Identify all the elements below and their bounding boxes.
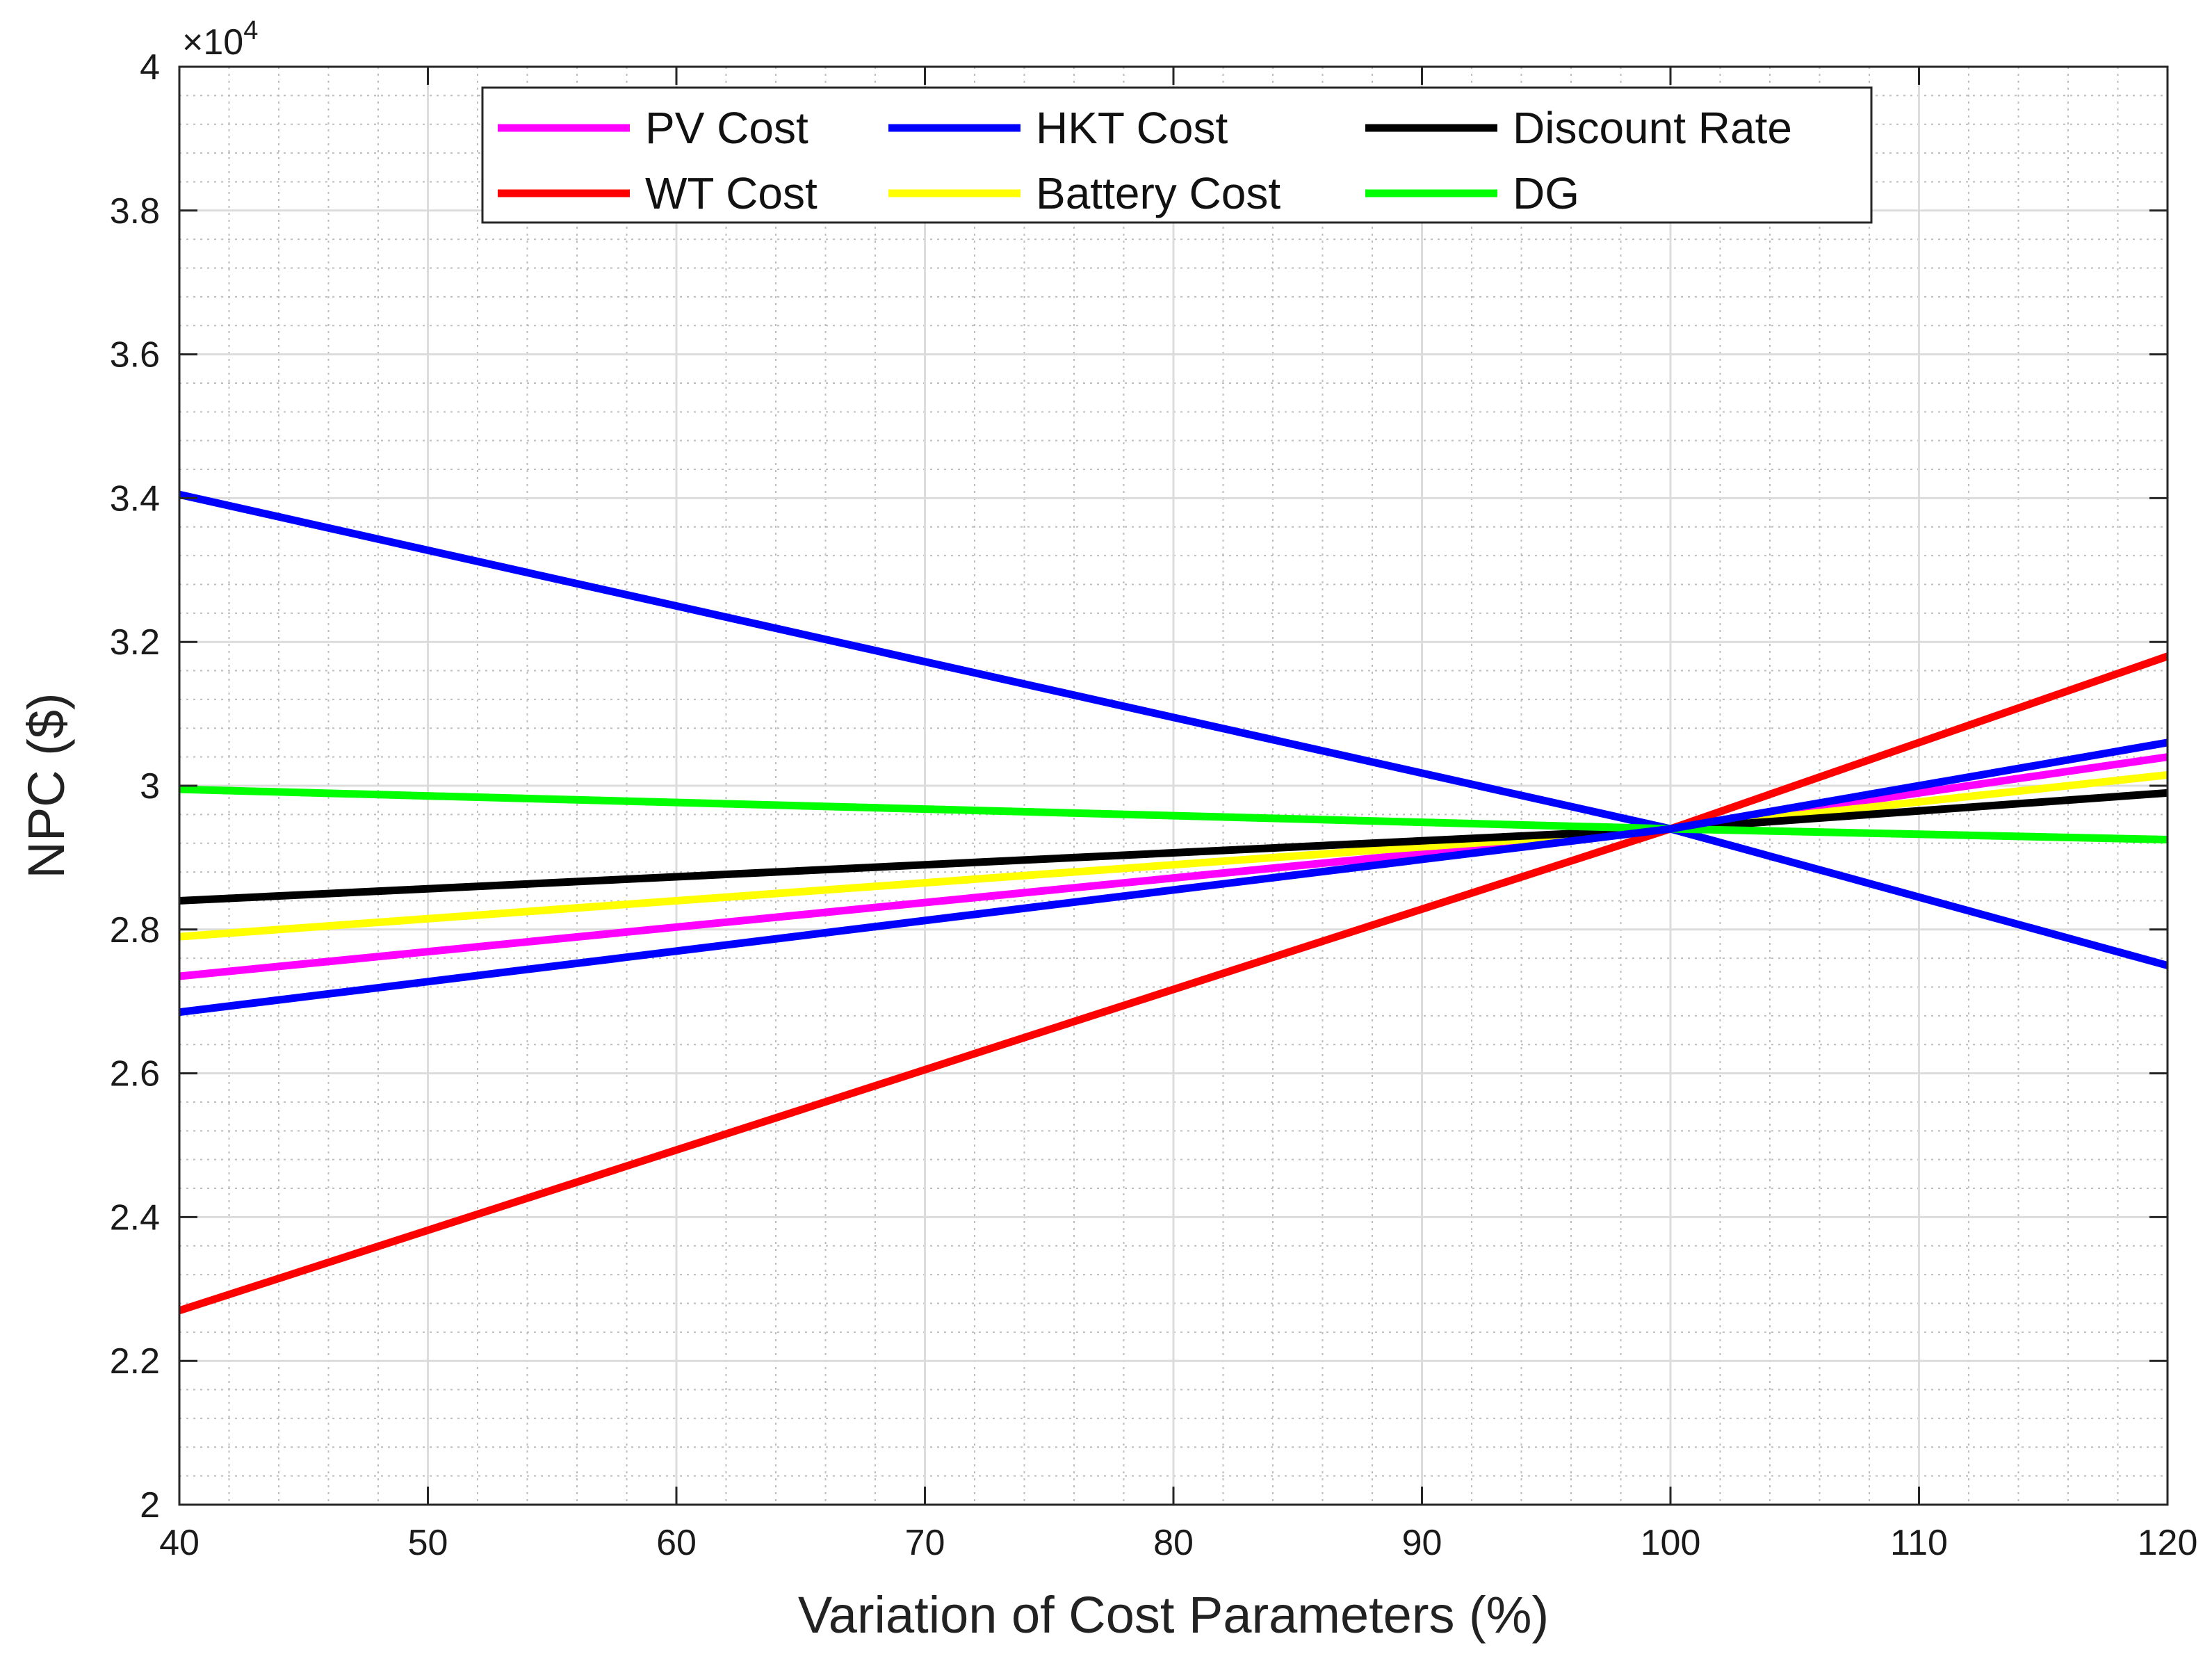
legend-label: HKT Cost xyxy=(1036,103,1228,153)
x-axis-title: Variation of Cost Parameters (%) xyxy=(798,1586,1549,1644)
x-tick-label: 100 xyxy=(1641,1523,1701,1563)
y-tick-label: 3.8 xyxy=(110,191,160,232)
x-tick-label: 110 xyxy=(1890,1523,1948,1563)
x-tick-label: 90 xyxy=(1402,1523,1442,1563)
legend-label: PV Cost xyxy=(645,103,808,153)
y-axis-title: NPC ($) xyxy=(17,693,75,878)
y-tick-label: 2.8 xyxy=(110,910,160,951)
y-multiplier: ×10 xyxy=(182,22,243,63)
x-tick-label: 70 xyxy=(905,1523,945,1563)
legend-label: DG xyxy=(1513,168,1579,218)
x-tick-labels: 40 50 60 70 80 90 100 110 120 xyxy=(159,1523,2197,1563)
y-tick-label: 2.4 xyxy=(110,1197,160,1238)
x-tick-label: 40 xyxy=(159,1523,200,1563)
legend: PV Cost HKT Cost Discount Rate WT Cost Batte… xyxy=(481,86,1873,224)
y-tick-labels: 2 2.2 2.4 2.6 2.8 3 3.2 3.4 3.6 3.8 4 xyxy=(110,47,160,1526)
x-tick-label: 80 xyxy=(1153,1523,1194,1563)
y-tick-label: 2 xyxy=(140,1485,160,1526)
tick-marks xyxy=(178,65,2169,1506)
x-tick-label: 60 xyxy=(656,1523,697,1563)
x-tick-label: 50 xyxy=(408,1523,448,1563)
y-tick-label: 2.2 xyxy=(110,1341,160,1382)
legend-label: WT Cost xyxy=(645,168,818,218)
y-tick-label: 4 xyxy=(140,47,160,88)
legend-label: Discount Rate xyxy=(1513,103,1792,153)
legend-label: Battery Cost xyxy=(1036,168,1280,218)
y-tick-label: 2.6 xyxy=(110,1054,160,1094)
y-axis-exponent: ×104 xyxy=(182,16,258,63)
series-line-6 xyxy=(179,738,2168,1017)
y-tick-label: 3.2 xyxy=(110,622,160,663)
y-tick-label: 3.6 xyxy=(110,335,160,375)
y-multiplier-exponent: 4 xyxy=(243,16,258,45)
series-lines xyxy=(178,490,2169,1315)
legend-box xyxy=(481,86,1873,224)
y-tick-label: 3 xyxy=(140,766,160,807)
x-tick-label: 120 xyxy=(2138,1523,2198,1563)
y-tick-label: 3.4 xyxy=(110,478,160,519)
